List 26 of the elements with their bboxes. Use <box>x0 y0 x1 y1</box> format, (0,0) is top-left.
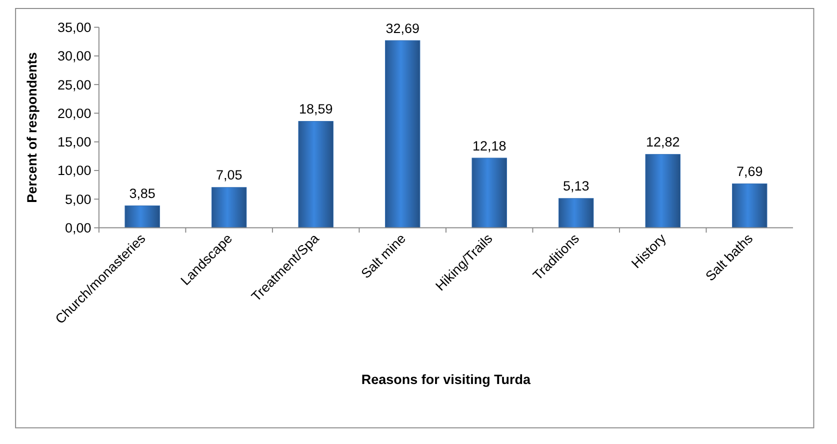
bar <box>472 158 507 228</box>
data-label: 32,69 <box>386 20 420 36</box>
bar <box>645 154 680 228</box>
data-label: 12,18 <box>472 138 506 154</box>
y-tick-label: 0,00 <box>64 220 92 236</box>
data-label: 7,69 <box>736 164 763 180</box>
y-axis-title: Percent of respondents <box>24 52 40 203</box>
y-tick-label: 30,00 <box>57 48 92 64</box>
data-label: 3,85 <box>129 186 156 202</box>
bar <box>124 205 160 228</box>
data-label: 18,59 <box>298 102 333 117</box>
y-tick-label: 35,00 <box>57 20 92 36</box>
bar <box>298 121 334 228</box>
data-label: 7,05 <box>216 168 242 183</box>
y-tick-label: 10,00 <box>57 163 92 178</box>
y-tick-label: 5,00 <box>64 192 92 207</box>
x-axis-title: Reasons for visiting Turda <box>361 372 532 387</box>
data-label: 5,13 <box>562 178 590 194</box>
y-tick-label: 20,00 <box>57 106 92 121</box>
data-label: 12,82 <box>646 134 680 150</box>
bar <box>558 198 594 228</box>
bar <box>732 183 768 228</box>
y-tick-label: 15,00 <box>57 134 92 150</box>
bar <box>211 187 247 228</box>
y-tick-label: 25,00 <box>57 77 92 92</box>
bar <box>385 40 420 228</box>
